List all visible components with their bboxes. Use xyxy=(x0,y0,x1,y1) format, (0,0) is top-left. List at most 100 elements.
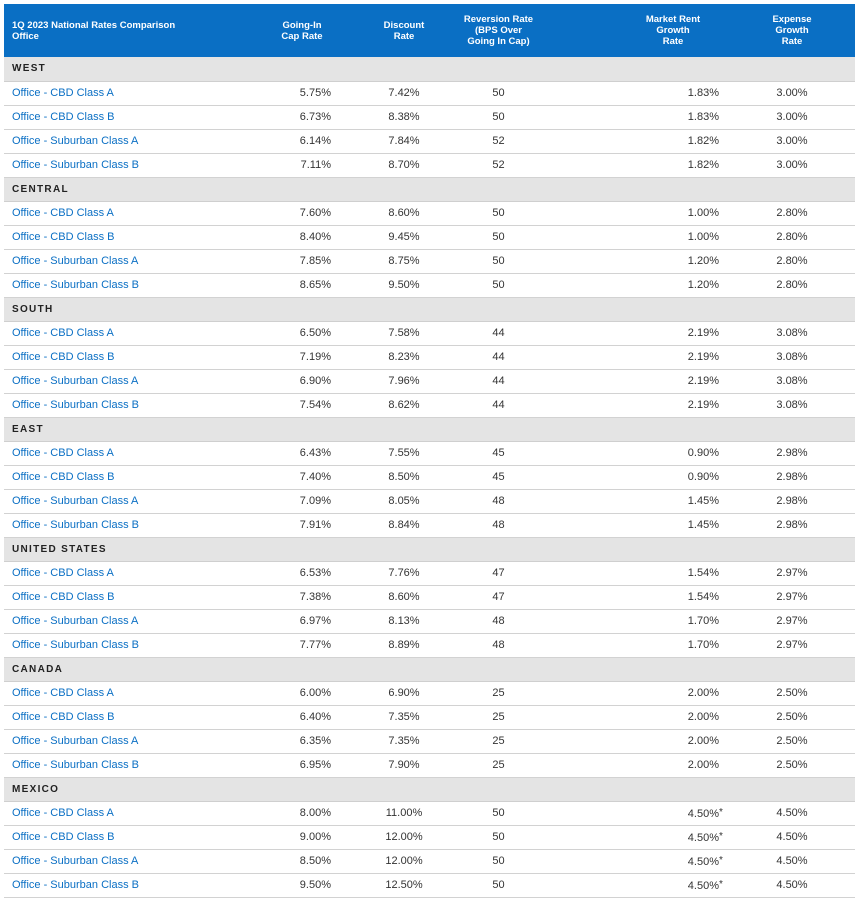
market-rent-growth-value: 1.45% xyxy=(687,519,719,531)
discount-rate-cell: 12.00% xyxy=(364,849,444,874)
market-rent-growth-cell: 2.00% xyxy=(593,753,729,778)
market-rent-growth-cell: 2.19% xyxy=(593,321,729,346)
reversion-rate-cell: 50 xyxy=(444,849,593,874)
going-in-cap-rate-cell: 8.40% xyxy=(240,225,364,250)
section-row: WEST xyxy=(4,57,855,82)
col-header-going-in-cap-rate: Going-In Cap Rate xyxy=(240,4,364,57)
market-rent-growth-value: 0.90% xyxy=(687,471,719,483)
col-header-expense-growth: Expense Growth Rate xyxy=(729,4,855,57)
market-rent-growth-cell: 1.45% xyxy=(593,489,729,514)
market-rent-growth-cell: 2.19% xyxy=(593,345,729,370)
going-in-cap-rate-cell: 6.40% xyxy=(240,705,364,730)
discount-rate-cell: 8.05% xyxy=(364,489,444,514)
market-rent-growth-value: 1.82% xyxy=(687,159,719,171)
table-row: Office - CBD Class A 8.00% 11.00% 50 4.50%* 4… xyxy=(4,801,855,826)
market-rent-growth-cell: 1.82% xyxy=(593,153,729,178)
market-rent-growth-cell: 0.90% xyxy=(593,441,729,466)
market-rent-growth-value: 2.00% xyxy=(687,735,719,747)
reversion-rate-cell: 48 xyxy=(444,609,593,634)
table-row: Office - Suburban Class B 8.65% 9.50% 50 1.2… xyxy=(4,273,855,298)
discount-rate-cell: 11.00% xyxy=(364,801,444,826)
table-row: Office - CBD Class A 6.00% 6.90% 25 2.00% 2.5… xyxy=(4,681,855,706)
table-row: Office - CBD Class A 6.50% 7.58% 44 2.19% 3.0… xyxy=(4,321,855,346)
section-row: SOUTH xyxy=(4,297,855,322)
market-rent-growth-value: 2.00% xyxy=(687,711,719,723)
table-title: 1Q 2023 National Rates Comparison xyxy=(12,19,176,31)
market-rent-growth-cell: 0.90% xyxy=(593,465,729,490)
section-label: SOUTH xyxy=(4,297,855,322)
market-rent-growth-cell: 1.83% xyxy=(593,81,729,106)
col-header-line: Reversion Rate xyxy=(463,14,534,25)
table-row: Office - CBD Class A 5.75% 7.42% 50 1.83% 3.0… xyxy=(4,81,855,106)
table-row: Office - Suburban Class B 9.50% 12.50% 50 4.… xyxy=(4,873,855,898)
reversion-rate-cell: 47 xyxy=(444,561,593,586)
rates-comparison-table: 1Q 2023 National Rates Comparison Office… xyxy=(4,4,855,898)
table-row: Office - Suburban Class B 7.54% 8.62% 44 2.1… xyxy=(4,393,855,418)
expense-growth-cell: 4.50% xyxy=(729,849,855,874)
table-row: Office - Suburban Class B 7.91% 8.84% 48 1.4… xyxy=(4,513,855,538)
property-type-label: Office - CBD Class B xyxy=(4,225,240,250)
going-in-cap-rate-cell: 7.40% xyxy=(240,465,364,490)
discount-rate-cell: 7.96% xyxy=(364,369,444,394)
going-in-cap-rate-cell: 7.11% xyxy=(240,153,364,178)
market-rent-growth-value: 4.50% xyxy=(687,831,719,844)
property-type-label: Office - CBD Class B xyxy=(4,825,240,850)
table-row: Office - Suburban Class A 8.50% 12.00% 50 4.… xyxy=(4,849,855,874)
property-type-label: Office - CBD Class A xyxy=(4,561,240,586)
col-header-line: (BPS Over xyxy=(475,25,522,36)
reversion-rate-cell: 44 xyxy=(444,321,593,346)
reversion-rate-cell: 50 xyxy=(444,225,593,250)
expense-growth-cell: 2.50% xyxy=(729,681,855,706)
table-row: Office - Suburban Class A 6.14% 7.84% 52 1.8… xyxy=(4,129,855,154)
market-rent-growth-cell: 1.45% xyxy=(593,513,729,538)
going-in-cap-rate-cell: 6.14% xyxy=(240,129,364,154)
going-in-cap-rate-cell: 6.35% xyxy=(240,729,364,754)
discount-rate-cell: 8.75% xyxy=(364,249,444,274)
expense-growth-cell: 2.98% xyxy=(729,489,855,514)
section-label: MEXICO xyxy=(4,777,855,802)
col-header-line: Cap Rate xyxy=(281,30,323,42)
discount-rate-cell: 9.50% xyxy=(364,273,444,298)
table-row: Office - CBD Class B 9.00% 12.00% 50 4.50%* 4… xyxy=(4,825,855,850)
expense-growth-cell: 3.08% xyxy=(729,321,855,346)
market-rent-growth-cell: 1.54% xyxy=(593,585,729,610)
property-type-label: Office - CBD Class A xyxy=(4,81,240,106)
property-type-label: Office - Suburban Class A xyxy=(4,849,240,874)
table-row: Office - CBD Class B 6.40% 7.35% 25 2.00% 2.5… xyxy=(4,705,855,730)
reversion-rate-cell: 45 xyxy=(444,465,593,490)
table-subtitle: Office xyxy=(12,30,39,42)
section-row: CANADA xyxy=(4,657,855,682)
table-body: WEST Office - CBD Class A 5.75% 7.42% 50 1.83… xyxy=(4,57,855,898)
property-type-label: Office - CBD Class A xyxy=(4,801,240,826)
reversion-rate-cell: 47 xyxy=(444,585,593,610)
market-rent-growth-cell: 4.50%* xyxy=(593,873,729,898)
section-row: CENTRAL xyxy=(4,177,855,202)
property-type-label: Office - CBD Class B xyxy=(4,465,240,490)
footnote-marker: * xyxy=(719,878,723,890)
reversion-rate-cell: 50 xyxy=(444,273,593,298)
reversion-rate-cell: 50 xyxy=(444,201,593,226)
market-rent-growth-cell: 1.00% xyxy=(593,201,729,226)
going-in-cap-rate-cell: 6.95% xyxy=(240,753,364,778)
going-in-cap-rate-cell: 9.50% xyxy=(240,873,364,898)
expense-growth-cell: 2.50% xyxy=(729,705,855,730)
discount-rate-cell: 8.50% xyxy=(364,465,444,490)
going-in-cap-rate-cell: 6.43% xyxy=(240,441,364,466)
market-rent-growth-cell: 2.00% xyxy=(593,705,729,730)
market-rent-growth-value: 1.20% xyxy=(687,255,719,267)
going-in-cap-rate-cell: 6.97% xyxy=(240,609,364,634)
market-rent-growth-cell: 1.20% xyxy=(593,273,729,298)
property-type-label: Office - Suburban Class A xyxy=(4,489,240,514)
col-header-discount-rate: Discount Rate xyxy=(364,4,444,57)
reversion-rate-cell: 25 xyxy=(444,681,593,706)
table-row: Office - CBD Class A 7.60% 8.60% 50 1.00% 2.8… xyxy=(4,201,855,226)
section-label: UNITED STATES xyxy=(4,537,855,562)
market-rent-growth-cell: 1.70% xyxy=(593,633,729,658)
section-row: UNITED STATES xyxy=(4,537,855,562)
section-row: EAST xyxy=(4,417,855,442)
table-row: Office - CBD Class B 7.40% 8.50% 45 0.90% 2.9… xyxy=(4,465,855,490)
property-type-label: Office - Suburban Class A xyxy=(4,369,240,394)
table-row: Office - CBD Class B 6.73% 8.38% 50 1.83% 3.0… xyxy=(4,105,855,130)
property-type-label: Office - Suburban Class A xyxy=(4,729,240,754)
table-row: Office - CBD Class B 7.19% 8.23% 44 2.19% 3.0… xyxy=(4,345,855,370)
